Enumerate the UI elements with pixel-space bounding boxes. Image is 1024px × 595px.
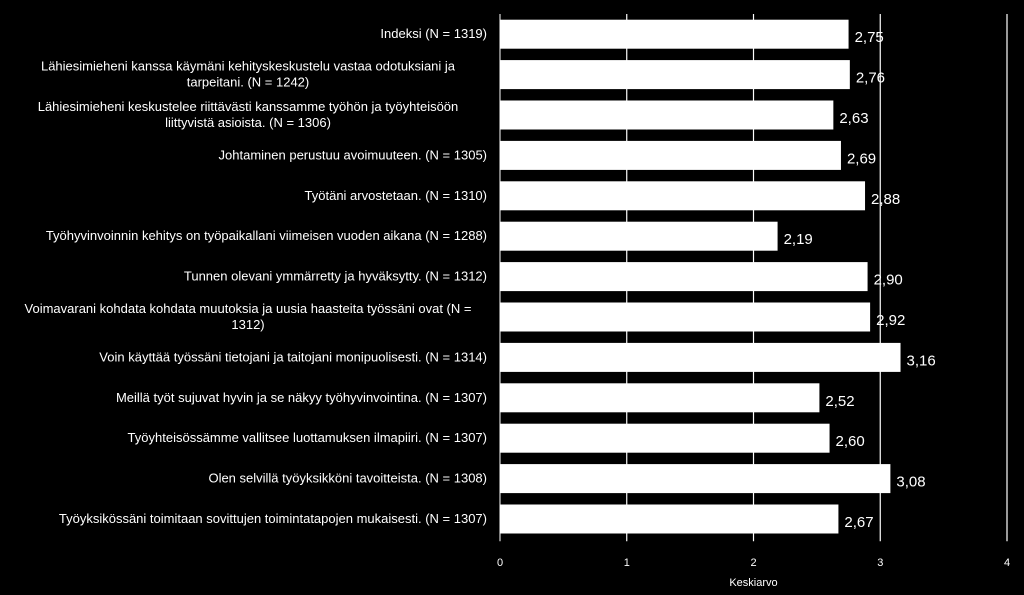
data-label: 2,67	[844, 514, 873, 531]
x-tick-label: 2	[750, 557, 756, 569]
bar	[500, 19, 849, 49]
bars	[500, 19, 901, 534]
category-label: Olen selvillä työyksikköni tavoitteista.…	[208, 471, 487, 486]
data-label: 3,08	[896, 474, 925, 491]
bar	[500, 302, 871, 332]
x-tick-label: 1	[624, 557, 630, 569]
category-label: Lähiesimieheni keskustelee riittävästi k…	[38, 99, 459, 130]
bar	[500, 221, 778, 251]
bar	[500, 383, 820, 413]
data-label: 2,76	[856, 70, 885, 87]
data-label: 2,92	[876, 312, 905, 329]
bar	[500, 140, 841, 170]
data-label: 3,16	[907, 352, 936, 369]
data-label: 2,90	[874, 272, 903, 289]
data-label: 2,19	[784, 231, 813, 248]
data-label: 2,75	[855, 29, 884, 46]
data-label: 2,60	[836, 433, 865, 450]
data-label: 2,69	[847, 150, 876, 167]
bar	[500, 342, 901, 372]
bar	[500, 100, 834, 130]
bar	[500, 60, 850, 90]
category-label: Lähiesimieheni kanssa käymäni kehityskes…	[41, 59, 456, 90]
x-tick-label: 3	[877, 557, 883, 569]
data-label: 2,63	[839, 110, 868, 127]
bar	[500, 423, 830, 453]
category-label: Tunnen olevani ymmärretty ja hyväksytty.…	[184, 269, 487, 284]
value-labels: 2,75 2,76 2,63 2,69 2,88 2,19 2,90 2,92 3,16 2,52…	[784, 29, 936, 531]
category-label: Työhyvinvoinnin kehitys on työpaikallani…	[46, 228, 487, 243]
category-label: Johtaminen perustuu avoimuuteen. (N = 13…	[219, 147, 487, 162]
bar	[500, 504, 839, 534]
category-label: Voimavarani kohdata kohdata muutoksia ja…	[25, 301, 472, 332]
x-tick-label: 4	[1004, 557, 1010, 569]
category-label: Voin käyttää työssäni tietojani ja taito…	[99, 349, 487, 364]
category-labels: Indeksi (N = 1319) Lähiesimieheni kanssa …	[25, 26, 487, 526]
data-label: 2,52	[825, 393, 854, 410]
category-label: Työyksikössäni toimitaan sovittujen toim…	[59, 511, 487, 526]
category-label: Työtäni arvostetaan. (N = 1310)	[305, 188, 487, 203]
bar	[500, 262, 868, 292]
category-label: Meillä työt sujuvat hyvin ja se näkyy ty…	[116, 390, 487, 405]
bar	[500, 181, 866, 211]
data-label: 2,88	[871, 191, 900, 208]
x-tick-label: 0	[497, 557, 503, 569]
bar	[500, 464, 891, 494]
category-label: Indeksi (N = 1319)	[380, 26, 487, 41]
category-label: Työyhteisössämme vallitsee luottamuksen …	[128, 430, 487, 445]
x-axis-title: Keskiarvo	[729, 577, 777, 589]
x-axis-ticks: 0 1 2 3 4	[497, 557, 1010, 569]
